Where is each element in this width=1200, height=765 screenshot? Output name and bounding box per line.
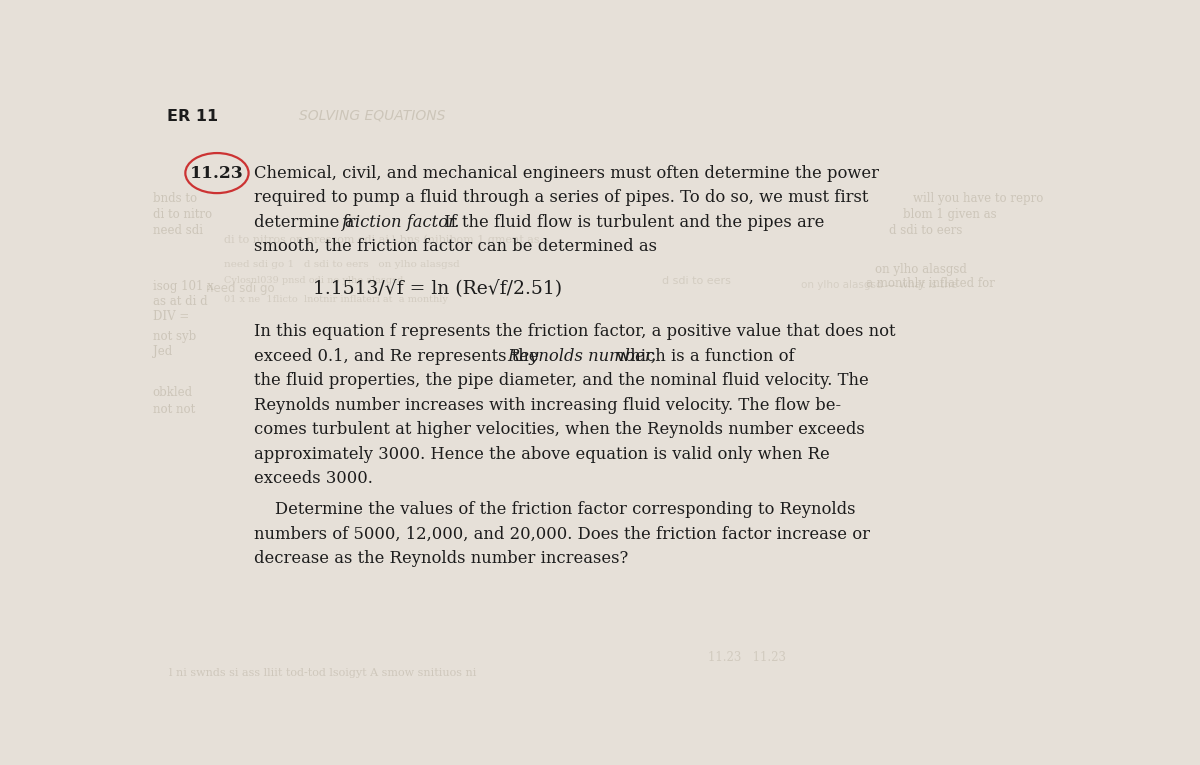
Text: need sdi go 1   d sdi to eers   on ylho alasgsd: need sdi go 1 d sdi to eers on ylho alas…	[224, 259, 460, 269]
Text: If the fluid flow is turbulent and the pipes are: If the fluid flow is turbulent and the p…	[439, 213, 824, 231]
Text: Reynolds number,: Reynolds number,	[508, 348, 656, 365]
Text: exceeds 3000.: exceeds 3000.	[254, 470, 373, 487]
Text: on ylho alasgsd: on ylho alasgsd	[876, 262, 967, 275]
Text: numbers of 5000, 12,000, and 20,000. Does the friction factor increase or: numbers of 5000, 12,000, and 20,000. Doe…	[254, 526, 870, 543]
Text: a monthly inflated for: a monthly inflated for	[866, 278, 995, 291]
Text: will you have to repro: will you have to repro	[912, 192, 1043, 205]
Text: decrease as the Reynolds number increases?: decrease as the Reynolds number increase…	[254, 550, 629, 568]
Text: d sdi to eers: d sdi to eers	[661, 276, 731, 286]
Text: comes turbulent at higher velocities, when the Reynolds number exceeds: comes turbulent at higher velocities, wh…	[254, 421, 865, 438]
Text: l ni swnds si ass lliit tod-tod lsoigyt A smow snitiuos ni: l ni swnds si ass lliit tod-tod lsoigyt …	[168, 668, 476, 678]
Text: friction factor.: friction factor.	[341, 213, 460, 231]
Text: the fluid properties, the pipe diameter, and the nominal fluid velocity. The: the fluid properties, the pipe diameter,…	[254, 373, 869, 389]
Text: on ylho alasgsd — what is the: on ylho alasgsd — what is the	[802, 280, 958, 290]
Text: Chemical, civil, and mechanical engineers must often determine the power: Chemical, civil, and mechanical engineer…	[254, 164, 880, 182]
Text: Determine the values of the friction factor corresponding to Reynolds: Determine the values of the friction fac…	[254, 502, 856, 519]
Text: required to pump a fluid through a series of pipes. To do so, we must first: required to pump a fluid through a serie…	[254, 189, 869, 207]
Text: Reynolds number increases with increasing fluid velocity. The flow be-: Reynolds number increases with increasin…	[254, 396, 841, 414]
Text: bnds to: bnds to	[152, 192, 197, 205]
Text: di to nitros on pressom odi ai \ bns (nibibom 1 gment as: di to nitros on pressom odi ai \ bns (ni…	[224, 234, 540, 245]
Text: as at di d: as at di d	[152, 295, 208, 308]
Text: Cylosnl039 pnsd odi no ylho alasgsd: Cylosnl039 pnsd odi no ylho alasgsd	[224, 275, 403, 285]
Text: not not: not not	[152, 403, 196, 416]
Text: 1.1513/√f = ln (Re√f/2.51): 1.1513/√f = ln (Re√f/2.51)	[313, 279, 562, 297]
Text: Jed: Jed	[152, 345, 172, 358]
Text: which is a function of: which is a function of	[611, 348, 794, 365]
Text: 11.23   11.23: 11.23 11.23	[708, 652, 786, 664]
Text: isog 101 x: isog 101 x	[152, 280, 214, 293]
Text: SOLVING EQUATIONS: SOLVING EQUATIONS	[299, 109, 445, 123]
Text: In this equation f represents the friction factor, a positive value that does no: In this equation f represents the fricti…	[254, 324, 895, 340]
Text: di to nitro: di to nitro	[152, 208, 212, 221]
Text: ER 11: ER 11	[167, 109, 218, 124]
Text: 11.23: 11.23	[190, 164, 244, 181]
Text: obkled: obkled	[152, 386, 193, 399]
Text: approximately 3000. Hence the above equation is valid only when Re: approximately 3000. Hence the above equa…	[254, 445, 830, 463]
Text: d sdi to eers: d sdi to eers	[889, 224, 962, 237]
Text: DIV =: DIV =	[152, 310, 190, 323]
Text: determine a: determine a	[254, 213, 360, 231]
Text: blom 1 given as: blom 1 given as	[904, 208, 997, 221]
Text: not syb: not syb	[152, 330, 196, 343]
Text: exceed 0.1, and Re represents the: exceed 0.1, and Re represents the	[254, 348, 544, 365]
Text: need sdi: need sdi	[152, 224, 203, 237]
Text: need sdi go: need sdi go	[206, 282, 275, 295]
Text: smooth, the friction factor can be determined as: smooth, the friction factor can be deter…	[254, 238, 658, 256]
Text: 01 x ne  1flicto  lnotnir inflateri at  a monthly: 01 x ne 1flicto lnotnir inflateri at a m…	[224, 295, 449, 304]
